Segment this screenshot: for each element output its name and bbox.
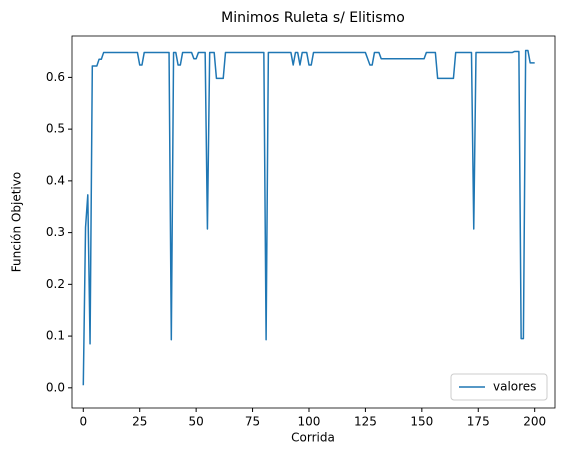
x-tick-label: 100 (298, 415, 321, 429)
x-tick-label: 125 (354, 415, 377, 429)
y-tick-label: 0.1 (46, 329, 65, 343)
y-axis-label: Función Objetivo (10, 172, 24, 272)
y-tick-label: 0.6 (46, 70, 65, 84)
x-tick-label: 175 (467, 415, 490, 429)
chart-title: Minimos Ruleta s/ Elitismo (221, 10, 405, 26)
line (82, 49, 535, 386)
x-tick-label: 200 (523, 415, 546, 429)
x-tick-label: 25 (132, 415, 147, 429)
axes-frame (71, 35, 556, 409)
y-tick-label: 0.0 (46, 380, 65, 394)
x-axis-label: Corrida (291, 431, 335, 445)
x-tick-label: 0 (79, 415, 87, 429)
legend-label: valores (493, 380, 536, 394)
y-tick-label: 0.3 (46, 225, 65, 239)
y-tick-label: 0.5 (46, 122, 65, 136)
x-tick-label: 75 (245, 415, 260, 429)
y-tick-label: 0.2 (46, 277, 65, 291)
y-tick-label: 0.4 (46, 173, 65, 187)
x-tick-label: 50 (188, 415, 203, 429)
x-tick-label: 150 (410, 415, 433, 429)
legend-box (450, 373, 548, 401)
